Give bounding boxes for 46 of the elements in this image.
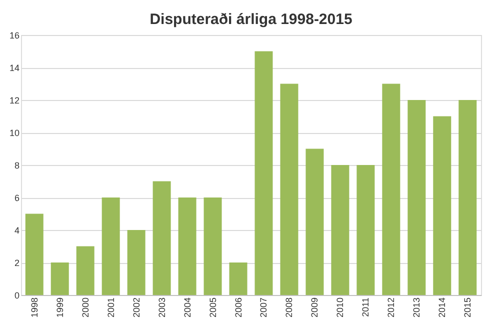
x-tick-label: 2004 bbox=[182, 298, 192, 318]
bar bbox=[408, 100, 426, 295]
bar bbox=[433, 116, 452, 295]
y-tick-label: 6 bbox=[14, 193, 20, 203]
x-tick-label: 2011 bbox=[360, 298, 371, 317]
bar bbox=[306, 148, 324, 295]
x-tick-label: 2001 bbox=[106, 298, 116, 318]
bar bbox=[50, 262, 69, 295]
bar bbox=[25, 214, 44, 295]
y-tick-label: 14 bbox=[9, 63, 20, 73]
y-tick-label: 4 bbox=[14, 226, 20, 236]
y-tick-label: 12 bbox=[9, 96, 20, 106]
x-tick-label: 2002 bbox=[131, 298, 142, 318]
x-tick-label: 2012 bbox=[386, 298, 396, 318]
bar bbox=[382, 84, 400, 295]
x-tick-label: 2013 bbox=[412, 298, 422, 318]
x-tick-label: 2015 bbox=[462, 298, 473, 318]
bar bbox=[76, 246, 94, 295]
x-tick-label: 2007 bbox=[258, 298, 269, 318]
x-tick-label: 2003 bbox=[156, 298, 167, 318]
bar bbox=[204, 198, 222, 295]
x-tick-label: 2009 bbox=[310, 298, 320, 318]
x-tick-label: 2008 bbox=[284, 298, 294, 318]
bar bbox=[229, 262, 248, 295]
y-tick-label: 16 bbox=[9, 30, 20, 40]
x-tick-label: 2000 bbox=[80, 298, 90, 318]
bar bbox=[178, 198, 196, 295]
x-tick-label: 1999 bbox=[54, 298, 65, 318]
bar bbox=[127, 230, 146, 295]
x-tick-label: 2010 bbox=[335, 298, 346, 318]
y-tick-label: 8 bbox=[14, 160, 20, 170]
y-tick-label: 0 bbox=[14, 290, 20, 300]
bar bbox=[102, 198, 120, 295]
bar bbox=[152, 181, 171, 295]
bar bbox=[331, 165, 350, 295]
x-tick-label: 2005 bbox=[208, 298, 218, 318]
bar bbox=[280, 84, 298, 295]
bar bbox=[254, 51, 273, 295]
x-tick-label: 2014 bbox=[437, 298, 448, 318]
y-tick-label: 10 bbox=[9, 128, 20, 138]
bar bbox=[458, 100, 477, 295]
chart-title: Disputeraði árliga 1998-2015 bbox=[150, 11, 352, 28]
x-tick-label: 1998 bbox=[29, 298, 40, 318]
y-tick-label: 2 bbox=[14, 258, 20, 268]
bar bbox=[356, 165, 375, 295]
x-tick-label: 2006 bbox=[233, 298, 244, 318]
